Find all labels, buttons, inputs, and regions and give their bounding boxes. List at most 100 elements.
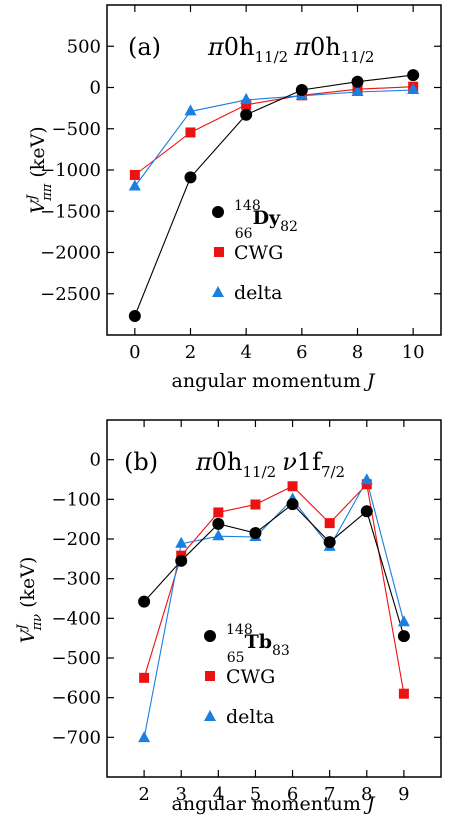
panel-b-point-circle (286, 498, 299, 511)
panel-b-point-circle (138, 595, 151, 608)
panel-b-point-circle (212, 517, 225, 530)
panel-a-xlabel: angular momentum J (172, 370, 376, 392)
panel-a-point-triangle (184, 104, 197, 116)
panel-b-point-triangle (212, 529, 225, 541)
legend-a-dy-symbol: Dy (253, 207, 281, 229)
panel-a-point-circle (128, 310, 141, 323)
panel-a-ylabel-sup: J (25, 194, 40, 203)
panel-a-title-orbit: 0h (224, 33, 255, 61)
panel-b-title-nu: ν (282, 448, 297, 476)
panel-b-xlabel-var: J (363, 793, 376, 815)
panel-b-xtick-label: 8 (361, 784, 372, 805)
panel-b-series-line-circle (143, 503, 405, 637)
panel-b-point-triangle (360, 473, 373, 485)
panel-a-title-sub-2: 11/2 (341, 48, 375, 66)
panel-a-point-circle (184, 171, 197, 184)
panel-b-xlabel: angular momentum J (172, 793, 376, 815)
panel-a-series-line-triangle (134, 89, 414, 187)
panel-a-xlabel-text: angular momentum (172, 370, 367, 392)
panel-b-title-sub2: 7/2 (321, 463, 345, 481)
panel-a-lines (134, 74, 414, 317)
legend-a-dy-z: 66 (235, 226, 253, 242)
panel-a-xtick-label: 4 (240, 342, 251, 363)
panel-b-ytick-label: −200 (52, 529, 101, 550)
panel-a-ytick-label: −2500 (40, 284, 101, 305)
panel-b-point-circle (175, 554, 188, 567)
panel-b-markers (138, 473, 410, 743)
panel-a-point-triangle (128, 179, 141, 191)
panel-b-ylabel-v: V (17, 627, 39, 643)
panel-a-title-pi: π (207, 33, 225, 61)
panel-b-ytick-label: −400 (52, 608, 101, 629)
legend-a-marker-delta (212, 286, 224, 297)
panel-b-title-orbit2: 1f (297, 448, 323, 476)
panel-a-ylabel-sub: ππ (40, 183, 55, 202)
panel-b-title-pi: π (195, 448, 213, 476)
panel-a-point-triangle (407, 82, 420, 94)
panel-a-ytick-label: −1500 (40, 201, 101, 222)
legend-b-tb-n: 83 (272, 643, 290, 659)
legend-a-dy-mass: 148 (234, 198, 261, 214)
panel-b-point-triangle (175, 536, 188, 548)
panel-a-ytick-label: 0 (90, 78, 101, 99)
panel-b: 0 −100 −200 −300 −400 −500 −600 −700 2 3 4 5 6 7 8 9 (b… (15, 419, 442, 815)
panel-b-xtick-label: 6 (287, 784, 298, 805)
panel-b-ylabel: VJπν (keV) (15, 557, 45, 644)
panel-a-ytick-label: −500 (52, 119, 101, 140)
panel-b-ylabel-unit: (keV) (17, 557, 39, 614)
panel-b-label: (b) (124, 448, 158, 476)
panel-b-ytick-label: −500 (52, 648, 101, 669)
panel-b-ytick-label: −100 (52, 489, 101, 510)
panel-a-title-pi-2: π (293, 33, 311, 61)
panel-b-ticks: 0 −100 −200 −300 −400 −500 −600 −700 2 3 4 5 6 7 8 9 (52, 420, 441, 805)
legend-a-marker-dy (212, 206, 224, 218)
legend-a-label-dy: 148 66Dy82 (234, 198, 298, 242)
legend-b-marker-cwg (205, 671, 215, 681)
panel-a-ylabel-unit: (keV) (27, 126, 49, 183)
legend-b-tb-z: 65 (227, 650, 245, 666)
panel-b-xtick-label: 2 (138, 784, 149, 805)
panel-a-point-circle (407, 69, 420, 82)
panel-b-xtick-label: 5 (250, 784, 261, 805)
panel-a-xtick-label: 2 (185, 342, 196, 363)
panel-a-ytick-label: −2000 (40, 243, 101, 264)
legend-b-marker-tb (204, 630, 216, 642)
panel-a-title-sub: 11/2 (255, 48, 289, 66)
panel-a-xtick-label: 6 (296, 342, 307, 363)
panel-b-title: π0h11/2 ν1f7/2 (195, 448, 345, 481)
panel-b-ytick-label: −300 (52, 569, 101, 590)
legend-b-tb-mass: 148 (226, 622, 253, 638)
panel-b-lines (143, 478, 405, 739)
panel-a-point-square (241, 99, 252, 110)
legend-a-dy-n: 82 (280, 219, 298, 235)
panel-a-legend: 148 66Dy82 CWG delta (212, 198, 298, 304)
panel-a-point-square (129, 169, 140, 180)
legend-a-label-delta: delta (234, 282, 282, 304)
panel-a-markers (128, 69, 420, 323)
legend-a-label-cwg: CWG (234, 242, 283, 264)
panel-b-point-square (287, 481, 298, 492)
panel-a-xtick-label: 0 (129, 342, 140, 363)
panel-a-xtick-label: 8 (352, 342, 363, 363)
panel-a-ytick-label: 500 (67, 36, 101, 57)
panel-a-label: (a) (128, 33, 161, 61)
panel-b-point-square (398, 688, 409, 699)
panel-b-point-square (324, 518, 335, 529)
legend-b-label-tb: 148 65Tb83 (226, 622, 290, 666)
panel-a-xlabel-var: J (363, 370, 376, 392)
legend-b-tb-symbol: Tb (245, 631, 272, 653)
panel-a-title: π0h11/2 π0h11/2 (207, 33, 374, 66)
panel-a-point-circle (295, 83, 308, 96)
panel-a-ytick-label: −1000 (40, 160, 101, 181)
panel-b-xtick-label: 4 (213, 784, 224, 805)
panel-b-ylabel-sub: πν (30, 614, 45, 632)
panel-a-ylabel-v: V (27, 198, 49, 214)
panel-a-point-triangle (240, 92, 253, 104)
panel-b-xtick-label: 7 (324, 784, 335, 805)
panel-b-point-circle (397, 630, 410, 643)
panel-a-series-line-square (134, 86, 414, 176)
panel-b-point-square (139, 672, 150, 683)
panel-b-xlabel-text: angular momentum (172, 793, 367, 815)
panel-b-point-square (250, 499, 261, 510)
